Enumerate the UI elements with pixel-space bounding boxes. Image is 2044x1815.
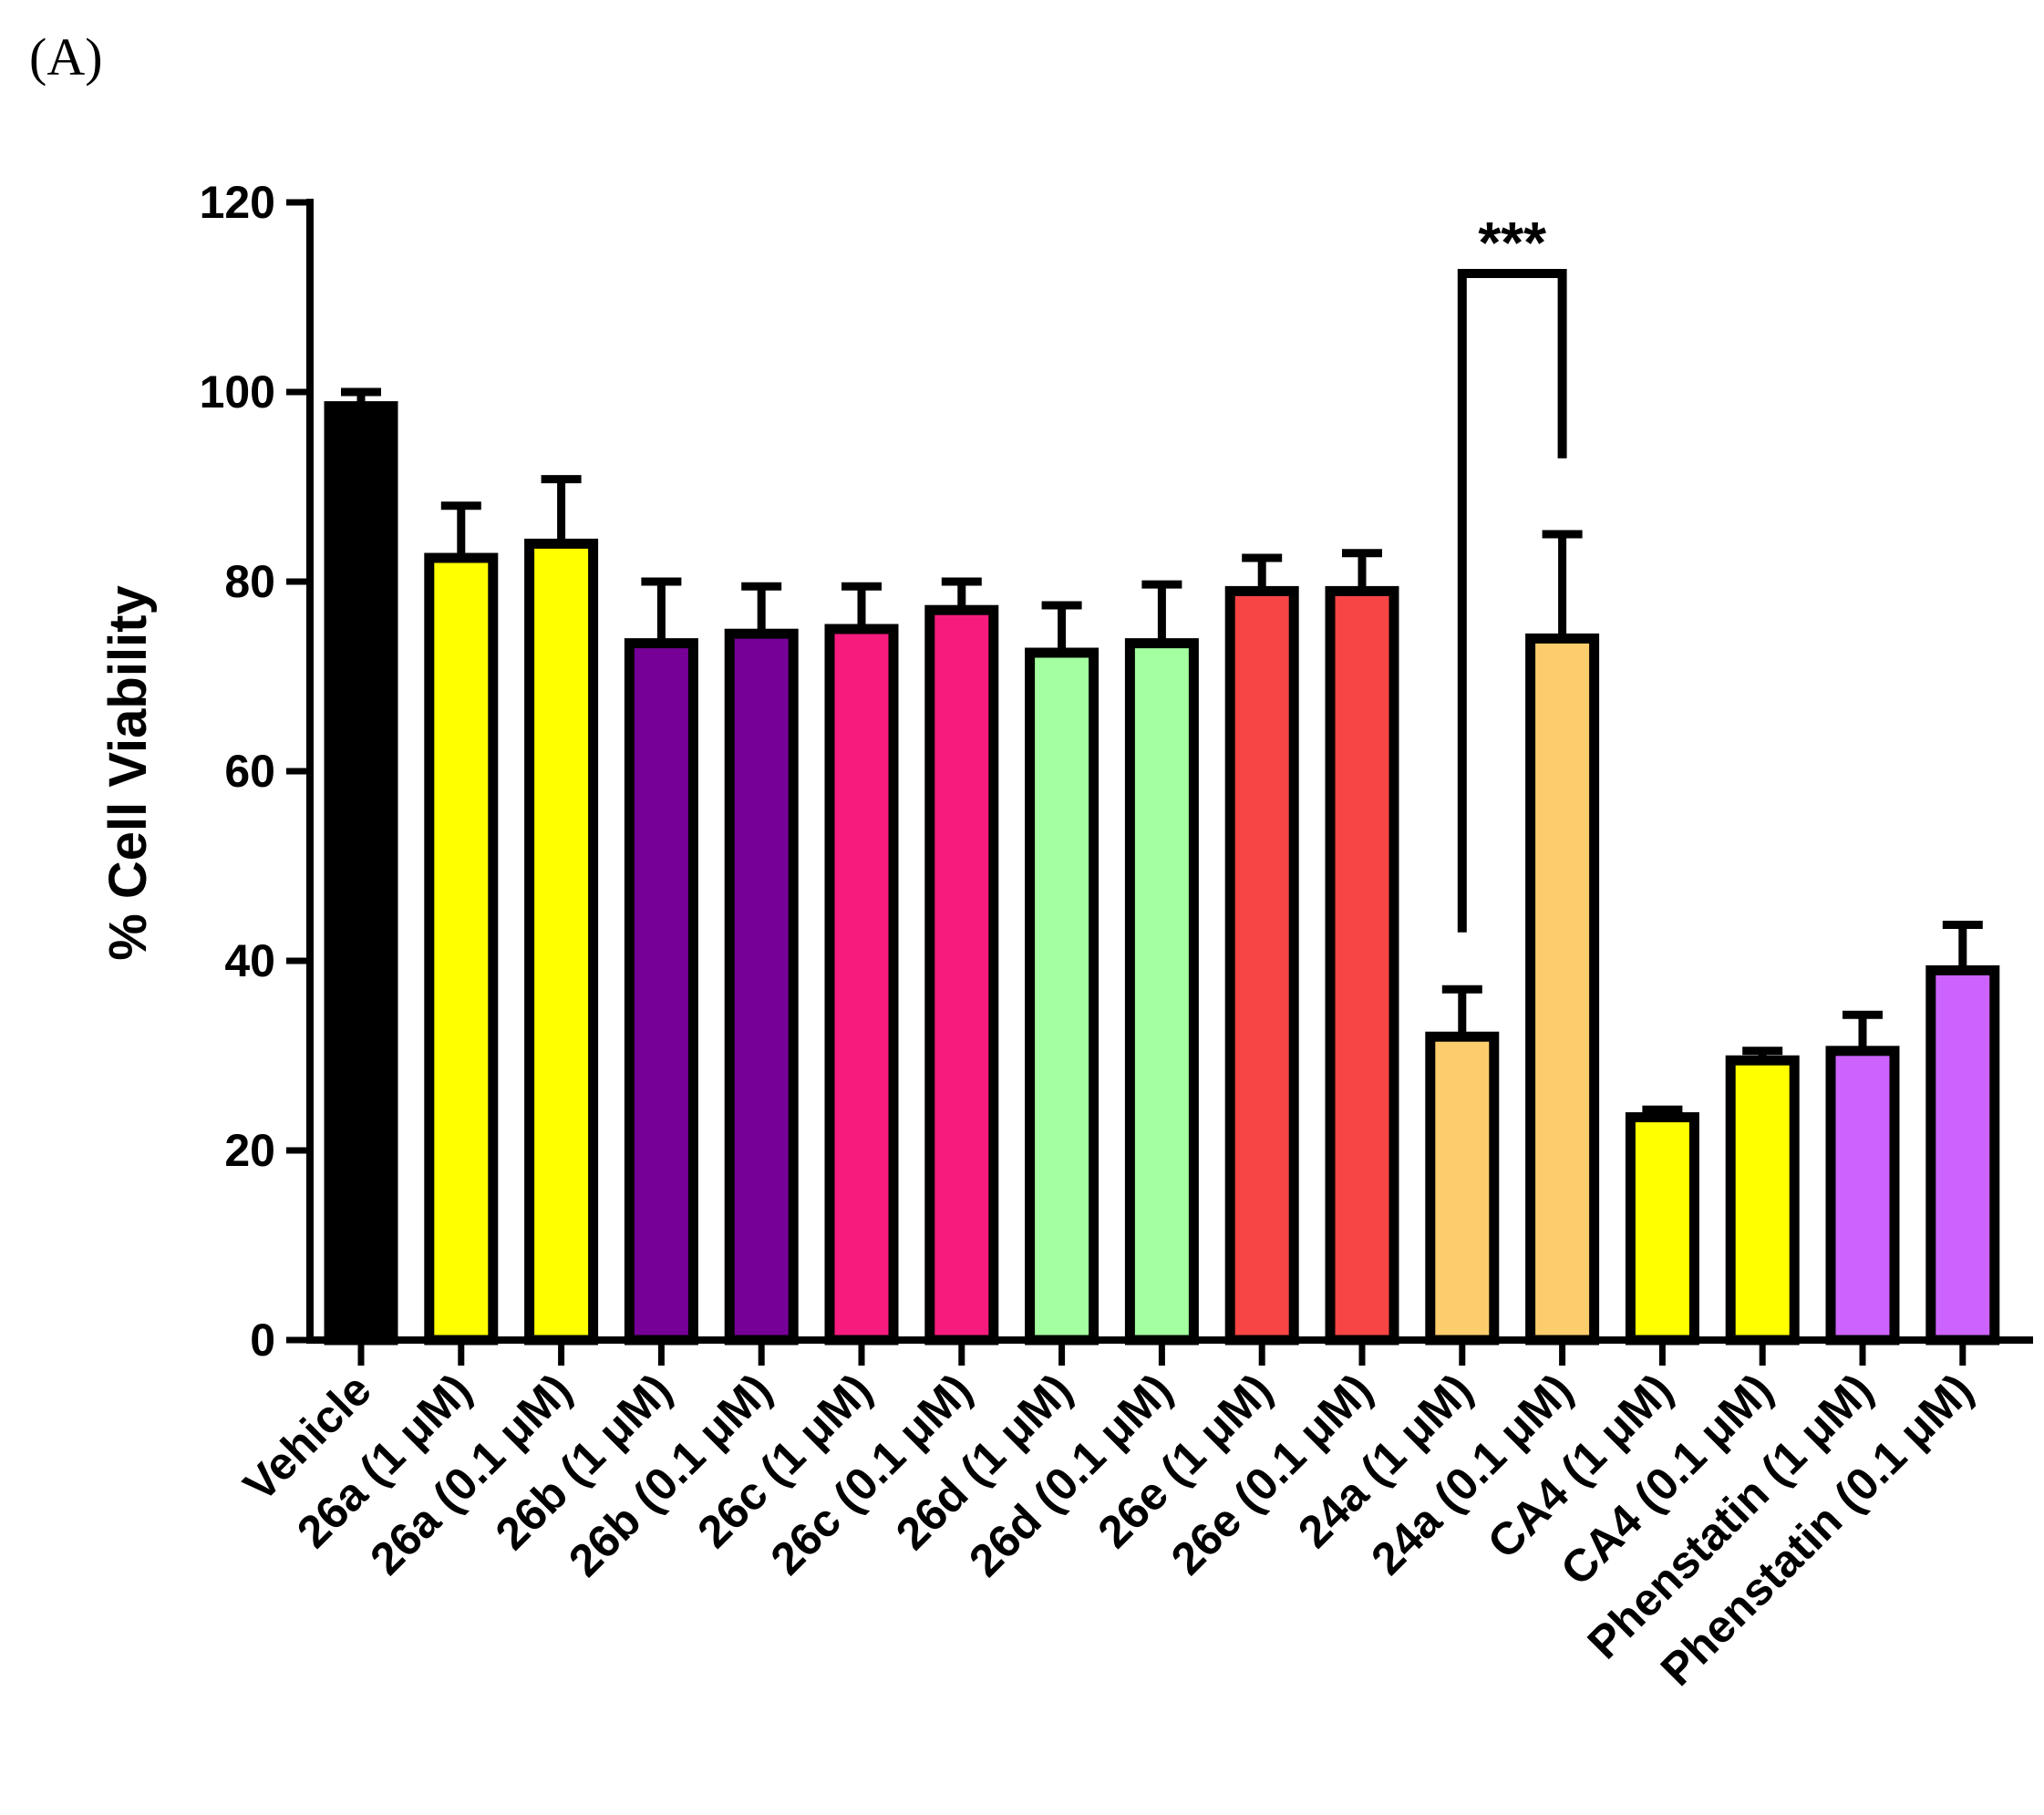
bar-1	[424, 552, 499, 1346]
y-tick-label-20: 20	[224, 1125, 275, 1176]
bar-8	[1124, 638, 1199, 1346]
significance-bracket-0	[1457, 269, 1567, 933]
bar-15	[1825, 1046, 1900, 1346]
bar-14	[1725, 1055, 1800, 1346]
bar-2	[524, 538, 599, 1346]
bar-11	[1425, 1031, 1500, 1346]
bar-5	[824, 624, 899, 1346]
bar-16	[1925, 964, 2000, 1346]
panel-label: (A)	[29, 27, 103, 87]
y-tick-label-40: 40	[224, 935, 275, 986]
y-axis: 0 20 40 60 80 100 120	[200, 177, 314, 1366]
y-tick-label-120: 120	[200, 177, 275, 228]
y-axis-label: % Cell Viability	[98, 585, 158, 961]
y-tick-label-0: 0	[250, 1315, 275, 1366]
bars-group	[324, 387, 2000, 1346]
bar-13	[1625, 1112, 1699, 1346]
bar-6	[924, 604, 999, 1346]
bar-3	[624, 638, 698, 1346]
bar-7	[1025, 647, 1099, 1346]
bar-9	[1224, 585, 1299, 1346]
bar-10	[1325, 585, 1399, 1346]
bar-4	[724, 628, 799, 1346]
y-tick-label-60: 60	[224, 746, 275, 797]
bar-0	[324, 401, 398, 1346]
annotations-group: ***	[1457, 210, 1567, 933]
significance-label-0: ***	[1478, 210, 1546, 275]
y-tick-label-80: 80	[224, 556, 275, 607]
bar-12	[1525, 633, 1600, 1346]
y-tick-label-100: 100	[200, 366, 275, 418]
